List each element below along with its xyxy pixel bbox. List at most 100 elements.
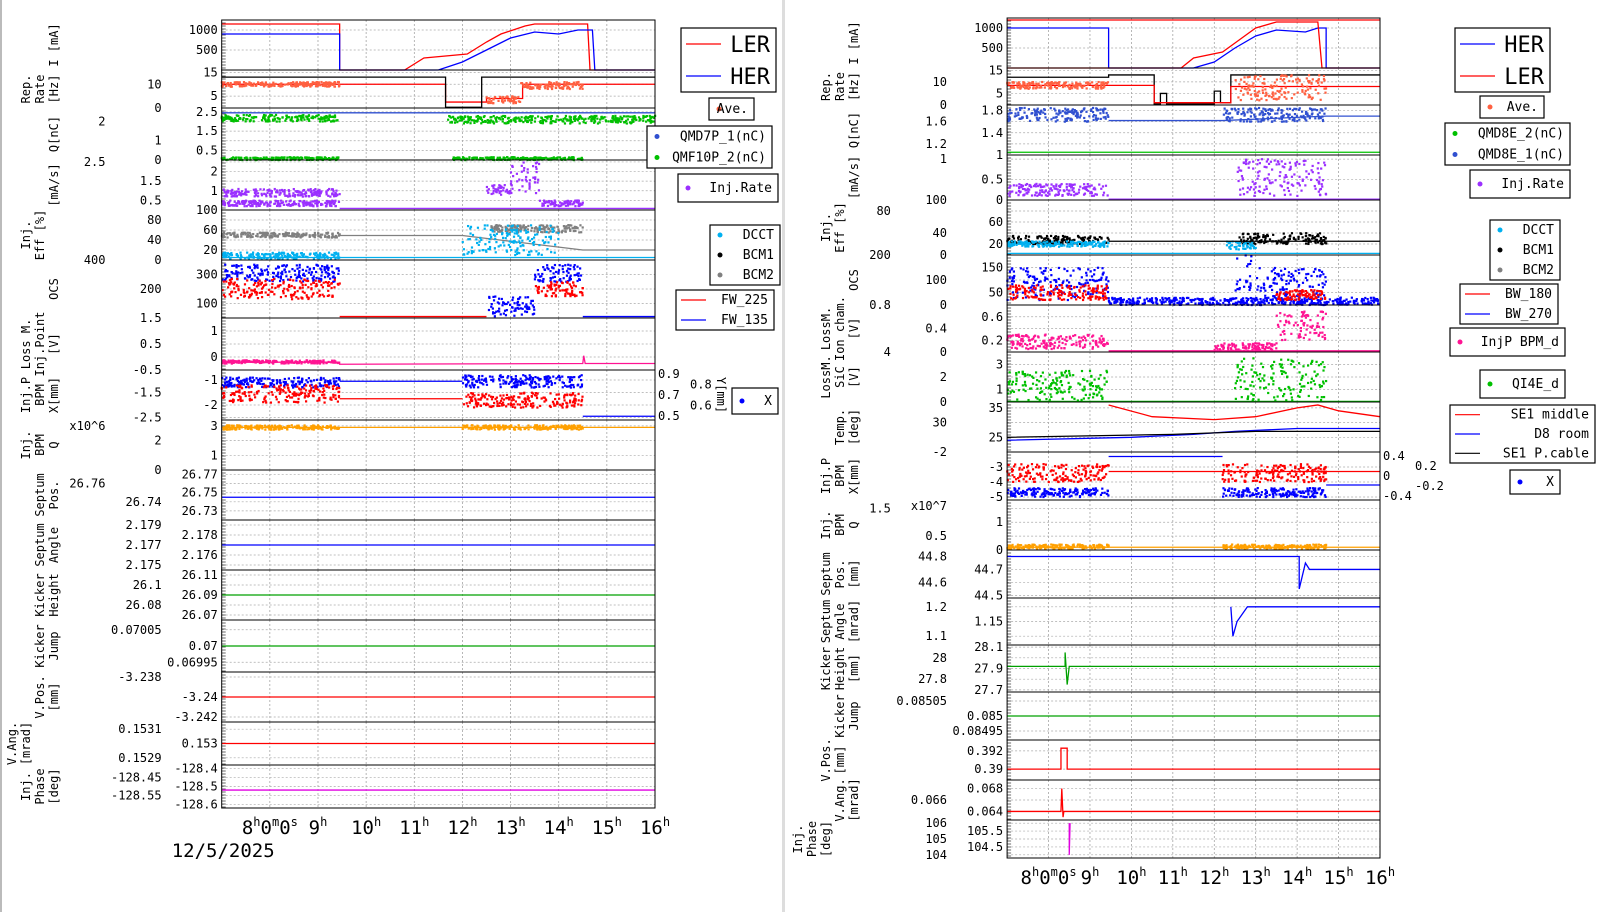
data-point [249,295,252,298]
data-point [330,188,334,191]
data-point [223,195,227,198]
data-point [512,98,516,102]
data-point [310,194,314,197]
data-point [254,194,258,197]
data-point [336,282,339,286]
data-point [274,267,278,270]
data-point [333,201,336,204]
data-point [286,278,290,281]
data-point [468,237,471,241]
data-point [488,427,491,430]
data-point [302,113,305,117]
data-point [329,379,332,382]
data-point [570,393,573,397]
data-point [504,382,507,385]
data-point [544,156,547,159]
data-point [271,425,274,428]
data-point [524,405,528,408]
data-point [221,278,224,281]
data-point [561,87,565,90]
data-point [238,395,241,398]
data-point [494,118,498,121]
data-point [261,385,264,389]
data-point [572,81,575,84]
data-point [533,278,537,281]
data-point [331,192,334,195]
data-point [277,253,281,256]
data-point [521,244,524,247]
data-point [490,225,493,228]
data-point [284,119,287,122]
data-point [245,200,248,203]
data-point [275,120,278,123]
data-point [578,204,581,208]
data-point [312,275,315,278]
data-point [625,122,628,125]
data-point [562,203,565,206]
data-point [513,240,516,243]
data-point [291,386,295,389]
data-point [261,359,264,363]
data-point [544,84,547,87]
data-point [572,386,575,389]
data-point [237,285,240,288]
data-point [318,235,321,238]
data-point [314,233,317,237]
data-point [256,360,259,363]
y-axis-label: V.Pos. [33,675,47,718]
data-point [484,379,487,382]
data-point [335,119,338,122]
data-point [252,156,256,160]
data-point [539,227,543,231]
data-point [542,266,545,269]
data-point [311,117,315,120]
data-point [477,402,480,405]
data-point [267,157,271,161]
data-point [321,233,324,236]
data-point [476,426,479,429]
data-point [573,268,576,271]
y-axis-label: OCS [47,278,61,300]
data-point [233,234,236,237]
data-point [510,425,513,428]
data-point [488,394,491,397]
data-point [568,87,571,91]
data-point [496,301,499,304]
data-point [235,384,239,387]
data-point [545,425,548,429]
data-point [562,381,565,385]
series-line [221,355,655,365]
data-point [532,306,535,309]
data-point [223,385,226,388]
data-point [507,301,510,304]
data-point [520,119,523,122]
data-point [522,374,525,377]
data-point [290,298,294,301]
data-point [296,426,299,430]
data-point [515,232,519,235]
data-point [494,251,497,254]
data-point [277,202,280,205]
data-point [316,425,319,429]
data-point [312,427,315,430]
data-point [270,195,273,198]
data-point [491,120,494,123]
data-point [276,235,279,238]
data-point [263,83,266,86]
data-point [321,265,324,268]
data-point [548,80,551,84]
data-point [500,402,504,405]
data-point [286,195,290,198]
data-point [326,425,329,428]
data-point [292,192,295,195]
data-point [321,203,324,206]
data-point [484,403,488,407]
data-point [325,193,328,196]
data-point [274,286,277,290]
data-point [231,191,234,195]
data-point [537,178,540,181]
data-point [248,296,251,299]
data-point [502,301,505,305]
data-point [320,361,323,364]
